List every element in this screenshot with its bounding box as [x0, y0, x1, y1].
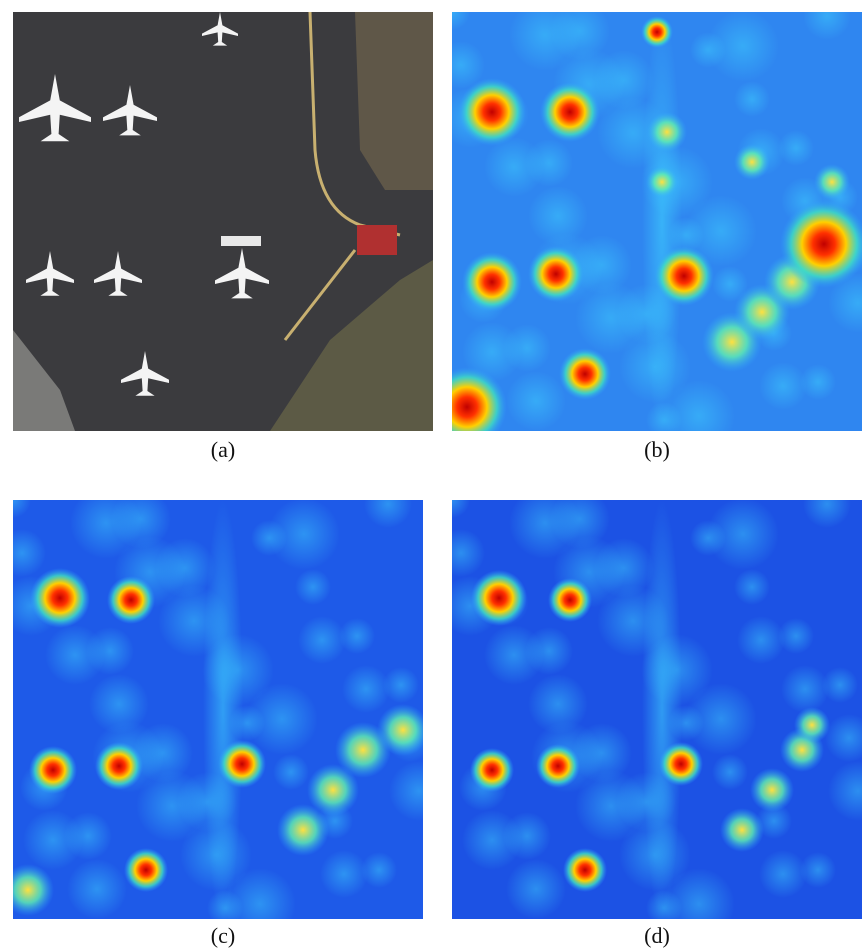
heat-hot	[559, 348, 611, 400]
heat-hot	[540, 82, 600, 142]
heat-texture	[342, 665, 390, 713]
caption: (a)	[211, 437, 235, 462]
heatmap-c	[0, 480, 449, 940]
heat-warm	[720, 808, 764, 852]
heat-warm	[750, 768, 794, 812]
heat-hot	[458, 78, 526, 146]
heat-hot	[124, 848, 168, 892]
vehicle	[221, 236, 261, 246]
heat-column	[642, 500, 682, 919]
heat-hot	[218, 740, 266, 788]
heat-warm	[647, 112, 687, 152]
runway-sign	[357, 225, 397, 255]
heat-hot	[95, 742, 143, 790]
heat-texture	[45, 625, 105, 685]
heat-texture	[509, 487, 581, 559]
aerial-image	[13, 12, 433, 431]
heat-texture	[364, 480, 412, 528]
heat-warm	[646, 166, 678, 198]
heat-hot	[30, 568, 90, 628]
heat-layer	[427, 0, 862, 452]
heat-texture	[434, 482, 470, 518]
heat-hot	[470, 748, 514, 792]
heat-texture	[462, 810, 522, 870]
heat-texture	[712, 754, 748, 790]
heat-texture	[734, 569, 770, 605]
heat-warm	[377, 704, 429, 756]
heat-texture	[734, 81, 770, 117]
heat-hot	[528, 246, 584, 302]
heat-texture	[389, 761, 449, 821]
heat-layer	[434, 480, 862, 940]
heat-hot	[462, 252, 522, 312]
heat-texture	[437, 529, 485, 577]
heat-hot	[563, 848, 607, 892]
heat-texture	[23, 810, 83, 870]
heat-texture	[295, 569, 331, 605]
heat-texture	[484, 137, 544, 197]
heat-texture	[781, 665, 829, 713]
heat-hot	[29, 746, 77, 794]
heat-warm	[794, 707, 830, 743]
heat-texture	[273, 754, 309, 790]
heat-texture	[759, 362, 807, 410]
heat-texture	[70, 487, 142, 559]
heat-texture	[737, 616, 785, 664]
heat-hot	[536, 744, 580, 788]
heat-texture	[509, 0, 581, 71]
heat-texture	[803, 480, 851, 528]
heat-hot	[427, 367, 507, 447]
caption: (d)	[644, 923, 670, 948]
heat-texture	[759, 850, 807, 898]
caption: (b)	[644, 437, 670, 462]
heat-hot	[654, 246, 714, 306]
caption: (c)	[211, 923, 235, 948]
heat-texture	[0, 529, 46, 577]
heat-hot	[641, 16, 673, 48]
heat-layer	[0, 480, 449, 940]
heat-texture	[298, 616, 346, 664]
heat-hot	[659, 742, 703, 786]
heat-warm	[734, 144, 770, 180]
heat-hot	[548, 578, 592, 622]
heatmap-d	[434, 480, 862, 940]
heat-texture	[320, 850, 368, 898]
heat-texture	[506, 859, 566, 919]
heat-texture	[67, 859, 127, 919]
heat-column	[203, 500, 243, 919]
heat-texture	[506, 371, 566, 431]
heatmap-b	[427, 0, 862, 452]
heat-texture	[690, 32, 726, 68]
figure: (a) (b) (c) (d)	[0, 0, 862, 951]
heat-texture	[690, 520, 726, 556]
page: (a) (b) (c) (d) (() => { const data = JS…	[0, 0, 862, 951]
heat-column	[642, 12, 682, 431]
heat-hot	[471, 570, 527, 626]
heat-texture	[251, 520, 287, 556]
heat-warm	[814, 164, 850, 200]
heat-hot	[107, 576, 155, 624]
heat-texture	[484, 625, 544, 685]
heat-warm	[2, 864, 54, 916]
